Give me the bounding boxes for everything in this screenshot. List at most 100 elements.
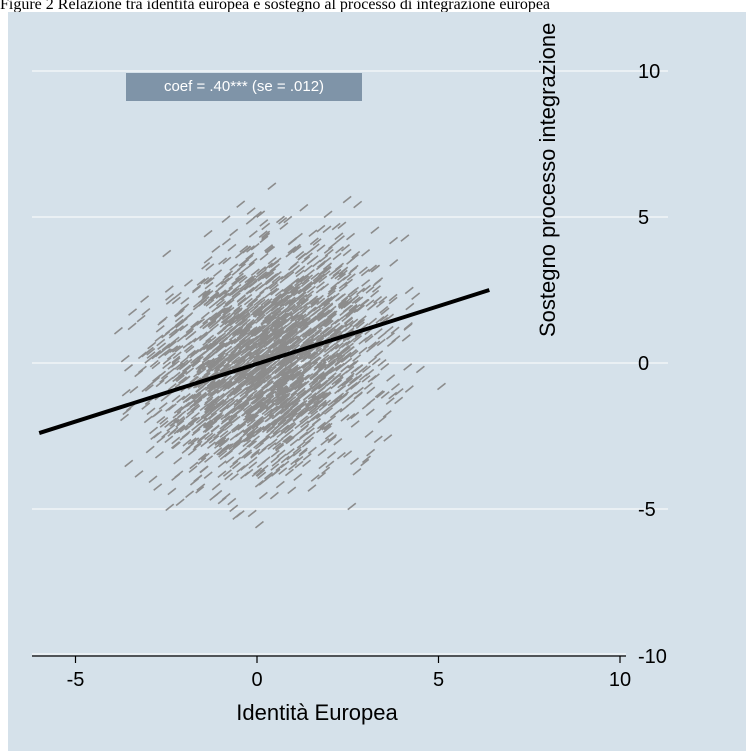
scatter-point	[272, 376, 282, 385]
scatter-point	[191, 428, 201, 437]
scatter-point	[183, 420, 193, 429]
scatter-point	[292, 448, 302, 457]
scatter-point	[154, 451, 164, 459]
scatter-point	[217, 282, 227, 290]
scatter-point	[166, 424, 176, 432]
scatter-point	[309, 410, 319, 419]
scatter-point	[213, 361, 223, 370]
scatter-point	[275, 463, 285, 472]
scatter-point	[327, 435, 337, 444]
scatter-point	[386, 339, 396, 347]
scatter-point	[322, 392, 332, 400]
scatter-point	[323, 298, 333, 307]
scatter-point	[185, 367, 195, 375]
scatter-point	[203, 229, 213, 238]
scatter-point	[321, 301, 331, 310]
scatter-point	[244, 345, 254, 354]
scatter-point	[246, 245, 256, 253]
scatter-point	[283, 387, 293, 395]
scatter-point	[195, 385, 205, 394]
scatter-point	[199, 320, 209, 329]
scatter-point	[322, 425, 332, 434]
scatter-point	[299, 203, 309, 212]
scatter-point	[285, 436, 295, 445]
scatter-point	[348, 381, 358, 390]
scatter-point	[165, 404, 175, 412]
scatter-point	[200, 296, 210, 304]
scatter-point	[265, 271, 275, 280]
scatter-point	[241, 408, 251, 417]
scatter-point	[340, 355, 350, 364]
scatter-point	[162, 348, 172, 356]
scatter-point	[339, 266, 349, 275]
scatter-point	[231, 425, 241, 434]
scatter-point	[320, 326, 330, 335]
scatter-point	[195, 486, 205, 494]
scatter-point	[193, 474, 203, 483]
scatter-point	[202, 390, 212, 399]
scatter-point	[278, 366, 288, 374]
scatter-point	[219, 381, 229, 389]
scatter-point	[252, 391, 262, 400]
scatter-point	[242, 355, 252, 363]
scatter-point	[309, 372, 319, 381]
scatter-point	[281, 338, 291, 347]
scatter-point	[347, 378, 357, 387]
scatter-point	[246, 277, 256, 286]
scatter-point	[197, 453, 207, 461]
scatter-point	[360, 268, 370, 277]
scatter-point	[172, 410, 182, 419]
scatter-point	[276, 331, 286, 340]
scatter-point	[311, 385, 321, 394]
scatter-point	[253, 467, 263, 475]
scatter-point	[302, 360, 312, 368]
scatter-point	[312, 259, 322, 268]
scatter-point	[289, 438, 299, 447]
scatter-point	[281, 392, 291, 401]
y-tick-label: 5	[638, 207, 649, 229]
scatter-point	[324, 248, 334, 257]
scatter-point	[311, 399, 321, 408]
scatter-point	[328, 434, 338, 442]
scatter-point	[274, 275, 284, 284]
scatter-point	[390, 382, 400, 391]
scatter-point	[340, 345, 350, 353]
scatter-point	[277, 340, 287, 349]
scatter-point	[351, 296, 361, 305]
scatter-point	[233, 276, 243, 285]
scatter-point	[134, 369, 144, 378]
scatter-point	[220, 443, 230, 452]
scatter-point	[294, 382, 304, 391]
scatter-point	[243, 282, 253, 291]
scatter-point	[325, 375, 335, 383]
scatter-point	[333, 353, 343, 362]
scatter-point	[228, 414, 238, 423]
scatter-point	[296, 320, 306, 329]
scatter-point	[150, 432, 160, 440]
scatter-point	[237, 339, 247, 347]
scatter-point	[302, 434, 312, 443]
scatter-point	[177, 410, 187, 418]
scatter-point	[291, 373, 301, 381]
scatter-point	[180, 297, 190, 305]
scatter-point	[345, 346, 355, 354]
scatter-point	[390, 326, 400, 335]
scatter-point	[225, 312, 235, 320]
scatter-point	[172, 291, 182, 300]
scatter-point	[358, 346, 368, 355]
scatter-point	[330, 271, 340, 280]
scatter-point	[389, 259, 399, 267]
scatter-point	[295, 269, 305, 278]
scatter-point	[179, 359, 189, 368]
scatter-point	[247, 440, 257, 448]
scatter-point	[262, 314, 272, 323]
scatter-point	[237, 376, 247, 384]
scatter-point	[288, 412, 298, 421]
scatter-point	[343, 357, 353, 366]
scatter-point	[200, 431, 210, 440]
scatter-point	[334, 376, 344, 385]
scatter-point	[365, 286, 375, 294]
scatter-point	[210, 292, 220, 300]
scatter-point	[261, 232, 271, 241]
scatter-point	[303, 348, 313, 356]
